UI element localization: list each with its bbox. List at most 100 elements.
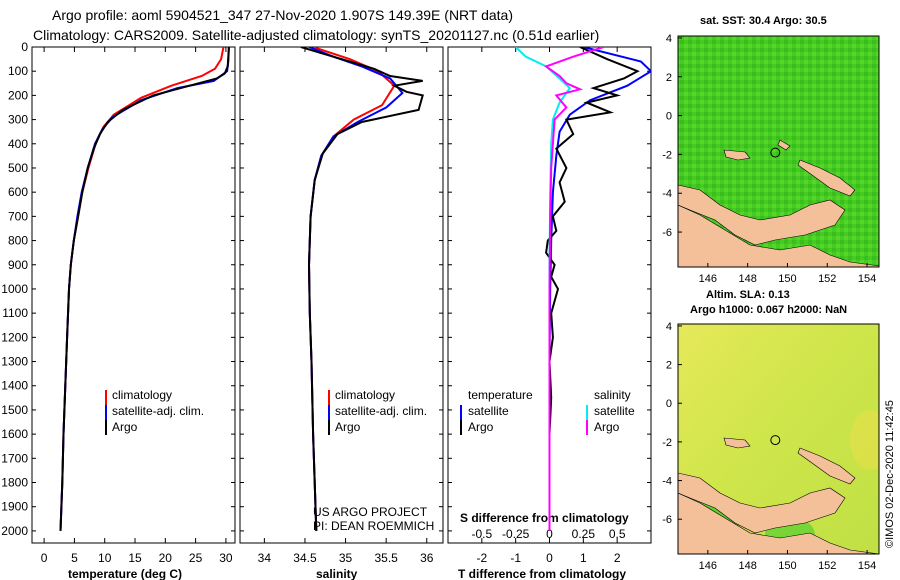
s-diff-tick-label: 0.25: [572, 527, 596, 541]
s-difference-axis-label: S difference from climatology: [460, 511, 629, 525]
s-diff-tick-label: -0.5: [471, 527, 492, 541]
depth-tick-label: 1900: [1, 500, 28, 514]
argo-float-marker: [770, 147, 781, 158]
legend-t-satellite-label: satellite: [468, 404, 509, 418]
legend-climatology-label: climatology: [112, 388, 172, 402]
series-line-salinity-argo: [543, 47, 604, 531]
series-line-satellite-adj-clim-: [59, 47, 230, 531]
map-x-tick-label: 148: [738, 560, 756, 572]
legend-argo-label: Argo: [112, 420, 138, 434]
legend-argo-label: Argo: [335, 420, 361, 434]
series-line-climatology: [59, 47, 225, 531]
x-tick-label: 5: [71, 551, 78, 565]
x-tick-label: 0: [41, 551, 48, 565]
depth-tick-label: 200: [8, 88, 28, 102]
x-tick-label: 25: [189, 551, 203, 565]
southern-land: [678, 204, 879, 267]
argo-float-marker: [770, 435, 781, 446]
map-x-tick-label: 152: [818, 273, 836, 285]
figure-title-line2: Climatology: CARS2009. Satellite-adjuste…: [33, 27, 599, 43]
salinity-axis-label: salinity: [316, 567, 358, 580]
x-tick-label: 1: [580, 551, 587, 565]
x-tick-label: 30: [219, 551, 233, 565]
new-britain-land: [797, 447, 856, 485]
depth-tick-label: 0: [21, 40, 28, 54]
x-tick-label: 35: [339, 551, 353, 565]
salinity-plot-frame: [239, 46, 444, 544]
s-diff-tick-label: -0.25: [502, 527, 530, 541]
legend-satellite-label: satellite-adj. clim.: [335, 404, 427, 418]
credit-project: US ARGO PROJECT: [313, 505, 428, 519]
temperature-x-axis: 0 5 10 15 20 25 30: [41, 47, 233, 565]
depth-tick-label: 1300: [1, 355, 28, 369]
s-diff-tick-label: 0.5: [609, 527, 626, 541]
map-y-tick-label: -2: [662, 437, 672, 449]
temperature-plot-frame: [31, 46, 236, 544]
island-land: [777, 139, 791, 151]
series-line-temperature-argo: [545, 47, 640, 531]
depth-tick-label: 1500: [1, 403, 28, 417]
map-y-tick-label: -6: [662, 514, 672, 526]
x-tick-label: 10: [98, 551, 112, 565]
depth-tick-label: 600: [8, 185, 28, 199]
sst-map-frame: [677, 35, 880, 268]
legend-salinity-heading: salinity: [594, 388, 631, 402]
map-y-tick-label: -4: [662, 476, 672, 488]
map-x-tick-label: 150: [778, 273, 796, 285]
legend-s-argo-label: Argo: [594, 420, 620, 434]
island-land: [723, 437, 751, 449]
depth-tick-label: 900: [8, 258, 28, 272]
x-tick-label: 36: [420, 551, 434, 565]
map-y-tick-label: 4: [666, 321, 672, 333]
map-y-tick-label: -4: [662, 188, 672, 200]
sla-map: [678, 324, 879, 554]
map-x-tick-label: 152: [818, 560, 836, 572]
depth-tick-label: 1600: [1, 427, 28, 441]
salinity-series: [300, 47, 424, 531]
sla-map-axes: 146 148 150 152 154 4 2 0 -2 -4 -6: [662, 321, 876, 572]
legend-temperature-heading: temperature: [468, 388, 533, 402]
sla-map-subtitle: Argo h1000: 0.067 h2000: NaN: [690, 304, 847, 316]
depth-tick-label: 500: [8, 161, 28, 175]
timestamp-label: ©IMOS 02-Dec-2020 11:42:45: [884, 400, 896, 548]
salinity-x-axis: 34 34.5 35 35.5 36: [258, 47, 434, 565]
map-y-tick-label: 2: [666, 72, 672, 84]
series-line-climatology: [307, 47, 396, 531]
depth-tick-label: 300: [8, 113, 28, 127]
depth-tick-label: 1400: [1, 379, 28, 393]
legend-satellite-label: satellite-adj. clim.: [112, 404, 204, 418]
sst-map-title: sat. SST: 30.4 Argo: 30.5: [700, 15, 827, 27]
x-tick-label: 2: [614, 551, 621, 565]
map-y-tick-label: 0: [666, 111, 672, 123]
depth-axis: 0 100 200 300 400 500 600 700 800 900 1000 1100 1200…: [1, 40, 651, 538]
depth-tick-label: 800: [8, 234, 28, 248]
sla-high-patch: [850, 410, 879, 470]
difference-series: [515, 47, 651, 531]
new-guinea-land: [678, 184, 846, 246]
x-tick-label: 35.5: [374, 551, 398, 565]
s-diff-tick-label: 0: [546, 527, 553, 541]
temperature-legend: climatology satellite-adj. clim. Argo: [105, 388, 204, 435]
x-tick-label: 15: [128, 551, 142, 565]
depth-tick-label: 400: [8, 137, 28, 151]
series-line-temperature-satellite: [548, 47, 651, 531]
series-line-salinity-satellite: [515, 47, 572, 531]
depth-tick-label: 1800: [1, 476, 28, 490]
depth-tick-label: 700: [8, 209, 28, 223]
series-line-argo: [300, 47, 424, 531]
map-y-tick-label: -2: [662, 149, 672, 161]
figure-title-line1: Argo profile: aoml 5904521_347 27-Nov-20…: [52, 7, 513, 23]
map-x-tick-label: 150: [778, 560, 796, 572]
map-y-tick-label: 0: [666, 398, 672, 410]
x-tick-label: -2: [476, 551, 487, 565]
depth-tick-label: 1000: [1, 282, 28, 296]
credit-pi: PI: DEAN ROEMMICH: [313, 519, 434, 533]
map-y-tick-label: 2: [666, 360, 672, 372]
temperature-series: [59, 47, 230, 531]
legend-climatology-label: climatology: [335, 388, 395, 402]
map-x-tick-label: 148: [738, 273, 756, 285]
x-tick-label: 34: [258, 551, 272, 565]
sla-map-frame: [677, 323, 880, 555]
map-x-tick-label: 146: [699, 273, 717, 285]
